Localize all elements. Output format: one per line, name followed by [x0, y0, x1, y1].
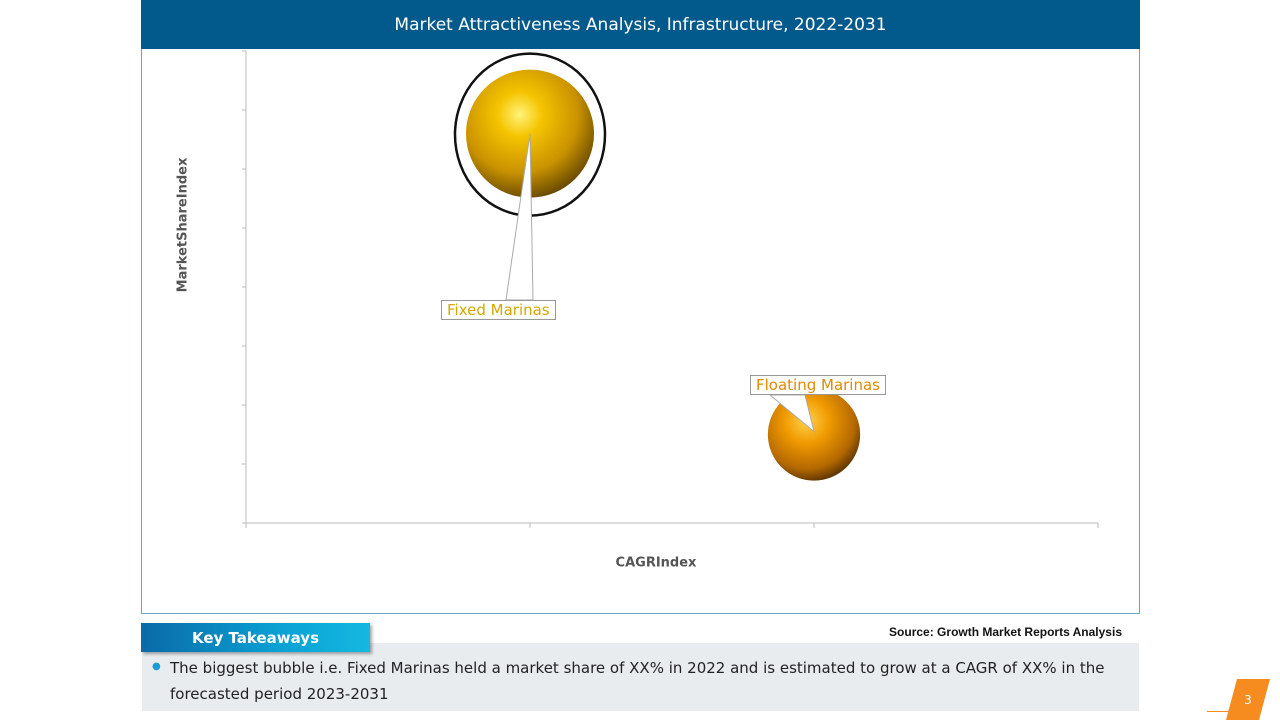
- key-takeaways-heading: Key Takeaways: [141, 623, 370, 652]
- bubble-label-fixed-marinas: Fixed Marinas: [441, 300, 556, 320]
- y-axis-label: MarketShareIndex: [175, 157, 191, 293]
- bubble-label-floating-marinas: Floating Marinas: [750, 375, 886, 395]
- callout-pointer: [768, 394, 815, 433]
- chart-title: Market Attractiveness Analysis, Infrastr…: [141, 0, 1140, 49]
- page-divider: [1207, 711, 1237, 712]
- x-axis-label: CAGRIndex: [615, 555, 697, 571]
- key-takeaways-panel: ● The biggest bubble i.e. Fixed Marinas …: [142, 643, 1139, 711]
- takeaway-item: The biggest bubble i.e. Fixed Marinas he…: [170, 659, 1105, 703]
- source-note: Source: Growth Market Reports Analysis: [889, 625, 1122, 639]
- bubble-chart: [242, 50, 1099, 528]
- page-number: 3: [1226, 679, 1270, 720]
- bullet-icon: ●: [152, 661, 161, 672]
- chart-frame: [141, 49, 1140, 614]
